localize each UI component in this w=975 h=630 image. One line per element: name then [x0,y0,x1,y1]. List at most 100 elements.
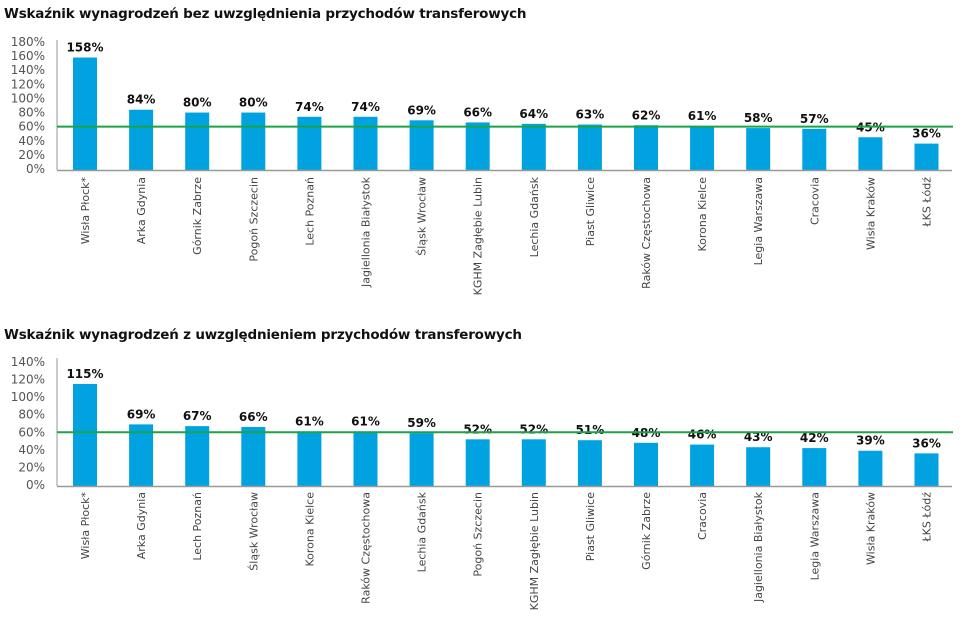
category-label: Wisła Płock* [79,177,92,245]
category-label: Cracovia [808,177,821,225]
bar [185,112,210,170]
y-tick-label: 40% [18,134,45,148]
bar [858,137,883,170]
category-label: Legia Warszawa [808,492,821,580]
category-label: Pogoń Szczecin [247,177,260,262]
bar [802,448,827,486]
category-label: Wisła Płock* [79,492,92,560]
data-label: 62% [632,108,661,122]
data-label: 74% [295,100,324,114]
category-label: Śląsk Wrocław [247,492,260,571]
data-label: 59% [407,416,436,430]
chart-1-title: Wskaźnik wynagrodzeń bez uwzględnienia p… [4,6,527,22]
data-label: 115% [66,367,103,381]
data-label: 67% [183,409,212,423]
data-label: 66% [463,105,492,119]
category-label: ŁKS Łódź [921,177,934,228]
y-tick-label: 0% [26,478,45,492]
category-label: Górnik Zabrze [640,492,653,570]
y-tick-label: 60% [18,120,45,134]
bar [297,431,322,486]
bar [241,427,266,486]
category-label: Lechia Gdańsk [416,491,429,572]
bar [746,447,771,486]
y-tick-label: 120% [11,77,45,91]
data-label: 51% [576,423,605,437]
chart-2-title: Wskaźnik wynagrodzeń z uwzględnieniem pr… [4,327,522,343]
bar [353,116,378,170]
category-label: Jagiellonia Białystok [752,491,765,603]
bar [129,424,154,486]
bar [353,431,378,486]
data-label: 158% [66,41,103,55]
y-tick-label: 140% [11,355,45,369]
category-label: Pogoń Szczecin [472,492,485,577]
data-label: 42% [800,431,829,445]
data-label: 61% [295,414,324,428]
bar [73,57,97,171]
bar [690,444,715,486]
bar [409,433,434,486]
y-tick-label: 160% [11,49,45,63]
data-label: 39% [856,434,885,448]
data-label: 43% [744,430,773,444]
bar [185,426,210,486]
data-label: 46% [688,428,717,442]
y-tick-label: 120% [11,373,45,387]
data-label: 61% [688,109,717,123]
y-tick-label: 20% [18,460,45,474]
category-label: Górnik Zabrze [191,177,204,255]
bar [858,450,883,486]
category-label: Arka Gdynia [135,492,148,559]
data-label: 52% [463,422,492,436]
bar [129,109,154,170]
bar [914,143,939,170]
category-label: KGHM Zagłębie Lubin [472,177,485,295]
y-tick-label: 40% [18,443,45,457]
data-label: 69% [127,407,156,421]
category-label: Piast Gliwice [584,177,597,246]
y-tick-label: 20% [18,148,45,162]
data-label: 66% [239,410,268,424]
y-tick-label: 80% [18,408,45,422]
y-tick-label: 80% [18,106,45,120]
category-label: Lechia Gdańsk [528,176,541,257]
category-label: KGHM Zagłębie Lubin [528,492,541,610]
bar [73,383,97,486]
data-label: 80% [239,96,268,110]
bar [802,128,827,170]
bar [465,439,490,486]
y-tick-label: 100% [11,390,45,404]
category-label: Piast Gliwice [584,492,597,561]
data-label: 80% [183,96,212,110]
bar [634,442,658,486]
bar [577,124,602,170]
data-label: 61% [351,414,380,428]
bar [914,453,939,486]
category-label: Jagiellonia Białystok [360,176,373,288]
category-label: Wisła Kraków [864,177,877,250]
data-label: 63% [576,108,605,122]
bar [746,128,771,170]
data-label: 84% [127,93,156,107]
data-label: 52% [519,422,548,436]
category-label: Arka Gdynia [135,177,148,244]
category-label: Lech Poznań [191,492,204,561]
category-label: Korona Kielce [696,177,709,252]
bar [634,125,658,170]
data-label: 36% [912,436,941,450]
data-label: 64% [519,107,548,121]
data-label: 58% [744,111,773,125]
bar [465,122,490,170]
y-tick-label: 180% [11,35,45,49]
category-label: Raków Częstochowa [360,492,373,604]
y-tick-label: 60% [18,425,45,439]
category-label: Wisła Kraków [864,492,877,565]
bar [409,120,434,170]
bar [521,439,546,486]
y-tick-label: 140% [11,63,45,77]
data-label: 74% [351,100,380,114]
data-label: 69% [407,103,436,117]
data-label: 36% [912,127,941,141]
